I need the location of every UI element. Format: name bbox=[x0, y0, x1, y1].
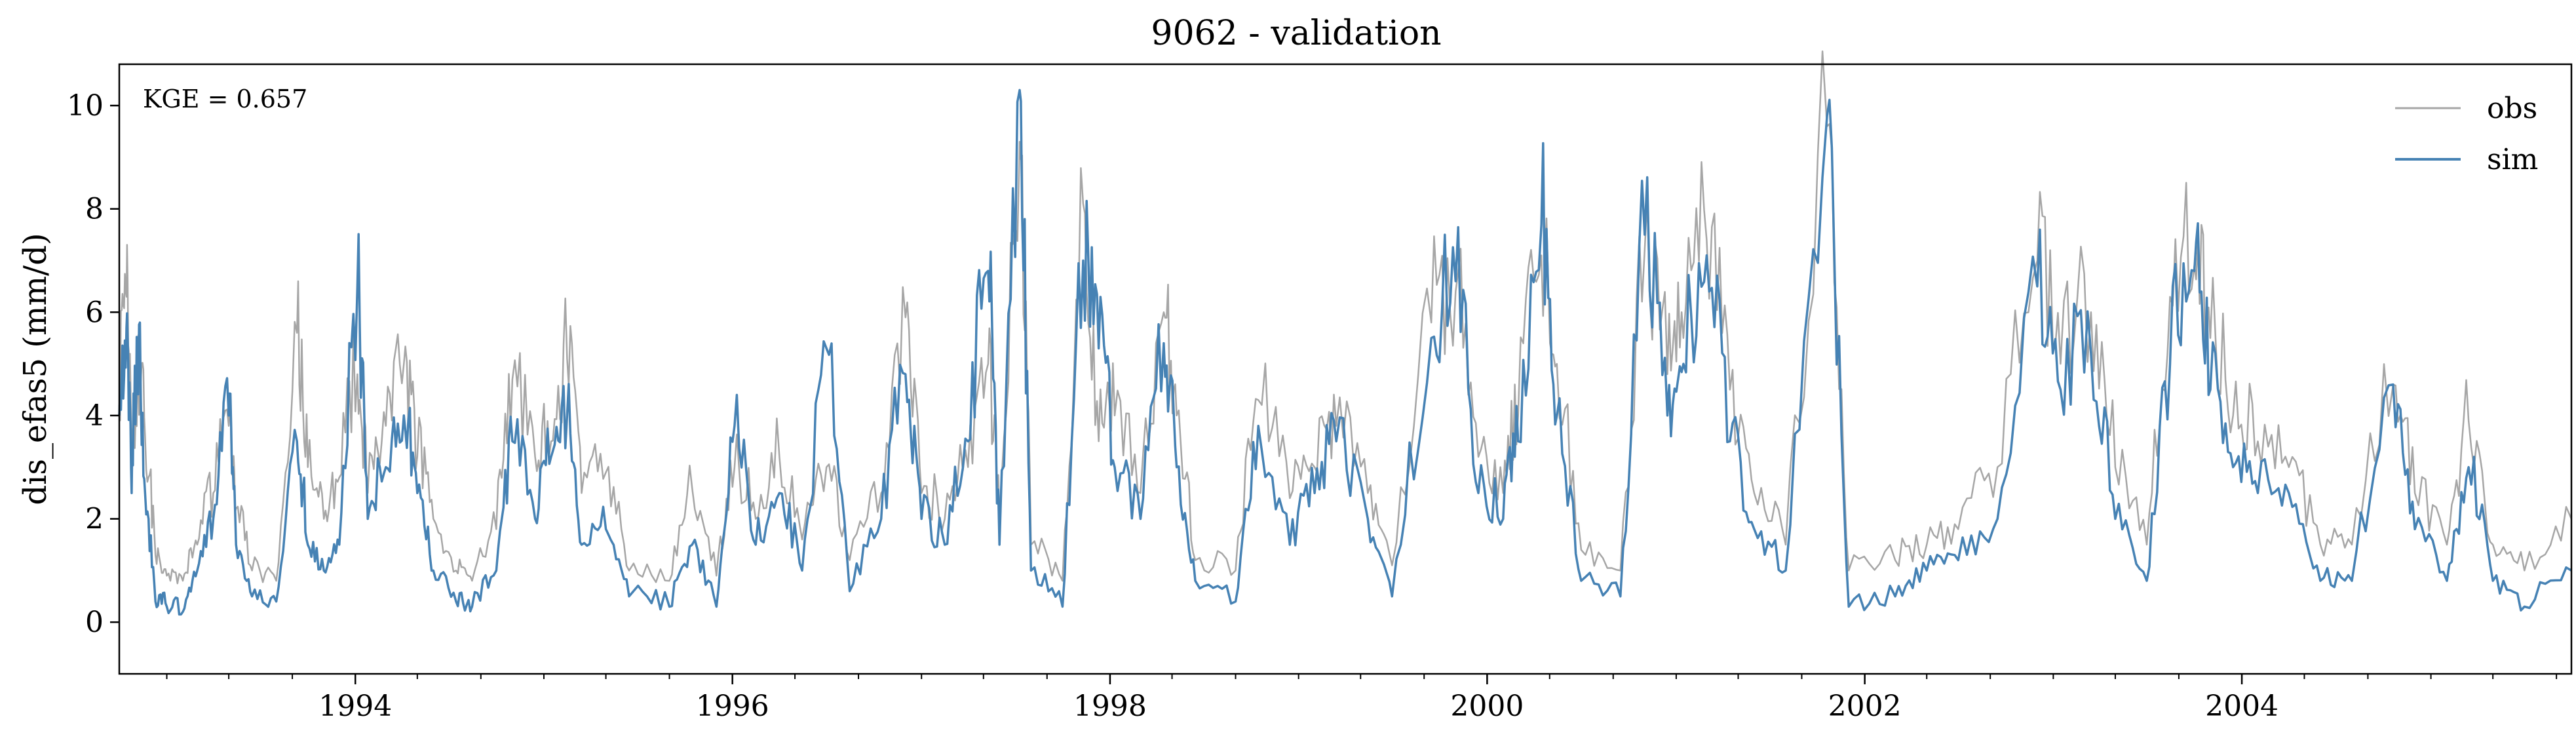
x-tick-label: 1996 bbox=[696, 690, 769, 723]
y-tick-label: 6 bbox=[85, 296, 104, 329]
kge-annotation: KGE = 0.657 bbox=[143, 85, 307, 113]
chart-title: 9062 - validation bbox=[1151, 14, 1441, 53]
legend-sim-label: sim bbox=[2487, 143, 2538, 176]
y-tick-label: 10 bbox=[67, 89, 104, 123]
x-tick-label: 2002 bbox=[1828, 690, 1902, 723]
x-tick-label: 2000 bbox=[1450, 690, 1524, 723]
x-axis: 1994 1996 1998 2000 2002 2004 bbox=[166, 674, 2558, 723]
series-line-obs bbox=[118, 50, 2573, 585]
plot-frame bbox=[118, 63, 2573, 675]
y-tick-label: 0 bbox=[85, 606, 104, 639]
y-axis-label: dis_efas5 (mm/d) bbox=[17, 233, 54, 505]
y-tick-label: 2 bbox=[85, 503, 104, 536]
series-layer bbox=[118, 50, 2573, 616]
legend: obs sim bbox=[2395, 92, 2538, 176]
y-tick-label: 8 bbox=[85, 193, 104, 226]
y-tick-label: 4 bbox=[85, 399, 104, 433]
y-axis: 0 2 4 6 8 10 bbox=[67, 89, 119, 639]
x-tick-label: 1998 bbox=[1073, 690, 1147, 723]
x-tick-label: 2004 bbox=[2205, 690, 2278, 723]
legend-obs-label: obs bbox=[2487, 92, 2537, 125]
x-tick-label: 1994 bbox=[318, 690, 392, 723]
series-line-sim bbox=[118, 88, 2572, 616]
